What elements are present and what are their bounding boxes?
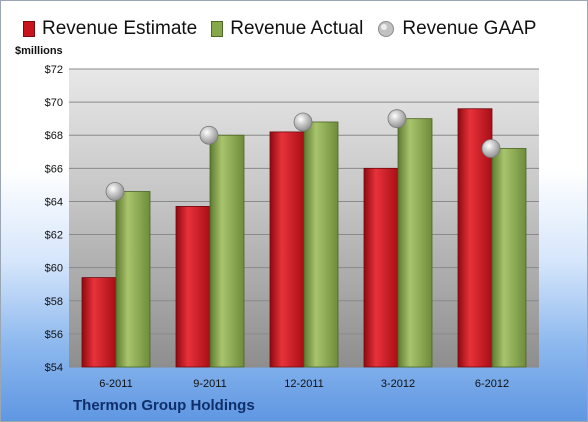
- legend-item-estimate: Revenue Estimate: [23, 18, 197, 40]
- legend-swatch-gaap: [378, 21, 395, 37]
- y-tick-label: $70: [45, 97, 63, 109]
- x-tick-label: 9-2011: [193, 378, 226, 390]
- x-tick-label: 3-2012: [381, 378, 415, 390]
- legend-label-estimate: Revenue Estimate: [42, 18, 198, 39]
- x-tick-label: 6-2011: [99, 378, 132, 390]
- bars: [81, 108, 527, 368]
- bar-revenue-actual: [209, 134, 245, 368]
- gaap-markers: [105, 109, 501, 201]
- x-axis-ticks: 6-2011 9-2011 12-2011 3-2012 6-2012: [99, 378, 509, 390]
- company-name: Thermon Group Holdings: [73, 397, 255, 414]
- x-tick-label: 12-2011: [284, 378, 324, 390]
- legend-label-actual: Revenue Actual: [230, 18, 364, 39]
- legend-item-actual: Revenue Actual: [211, 18, 363, 40]
- y-axis-ticks: $54 $56 $58 $60 $62 $64 $66 $68 $70 $72: [45, 64, 63, 374]
- legend-item-gaap: Revenue GAAP: [377, 18, 536, 40]
- marker-revenue-gaap: [387, 109, 407, 129]
- bar-revenue-actual: [115, 191, 151, 368]
- bar-revenue-actual: [491, 148, 527, 368]
- marker-revenue-gaap: [293, 112, 313, 132]
- y-tick-label: $54: [45, 362, 63, 374]
- bar-revenue-estimate: [175, 206, 211, 368]
- bar-revenue-estimate: [81, 277, 117, 368]
- bar-revenue-actual: [397, 118, 433, 368]
- bar-revenue-estimate: [363, 167, 399, 368]
- y-tick-label: $72: [45, 64, 63, 76]
- marker-revenue-gaap: [105, 182, 125, 201]
- bar-revenue-actual: [303, 121, 339, 368]
- legend-label-gaap: Revenue GAAP: [402, 18, 537, 39]
- chart-plot: $54 $56 $58 $60 $62 $64 $66 $68 $70 $72 6-2011 9-2…: [45, 64, 539, 390]
- y-unit-label: $millions: [15, 45, 63, 57]
- legend: Revenue Estimate Revenue Actual Revenue …: [23, 15, 550, 43]
- y-tick-label: $68: [45, 130, 63, 142]
- bar-revenue-estimate: [269, 131, 305, 368]
- marker-revenue-gaap: [199, 125, 219, 145]
- y-tick-label: $58: [45, 296, 63, 308]
- legend-swatch-actual: [211, 21, 224, 37]
- y-tick-label: $64: [45, 196, 63, 208]
- y-tick-label: $66: [45, 163, 63, 175]
- y-tick-label: $60: [45, 263, 63, 275]
- marker-revenue-gaap: [481, 139, 501, 158]
- y-tick-label: $62: [45, 230, 63, 242]
- y-tick-label: $56: [45, 329, 63, 341]
- x-tick-label: 6-2012: [475, 378, 509, 390]
- legend-swatch-estimate: [23, 21, 35, 37]
